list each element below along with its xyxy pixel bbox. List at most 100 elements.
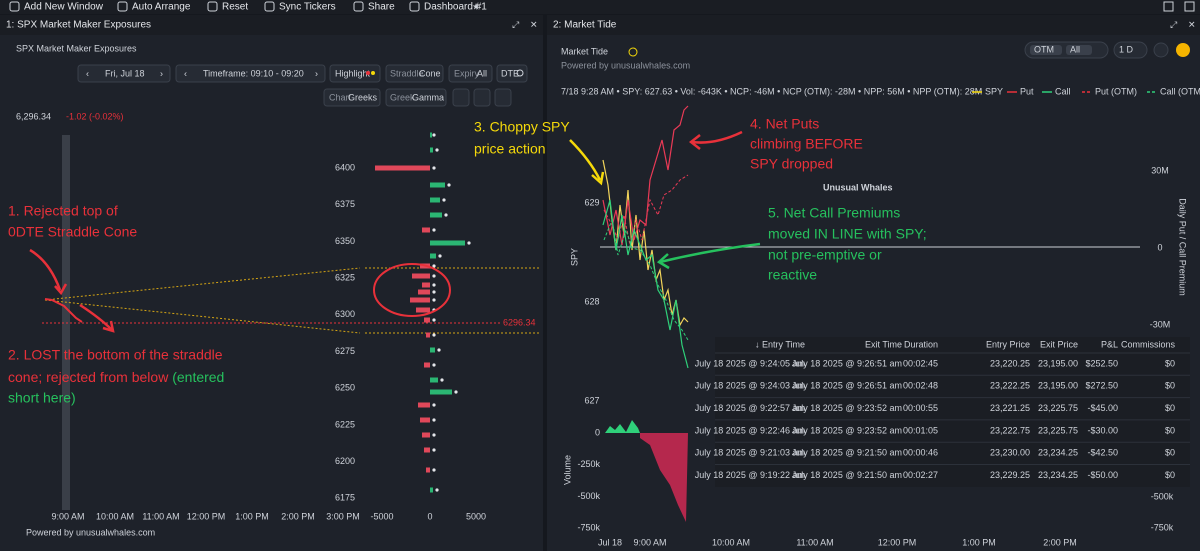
layout-icon[interactable]: [1163, 1, 1174, 12]
left-panel: [0, 15, 543, 551]
annotation-part: cone; rejected from below: [8, 369, 172, 385]
gamma-dot: [432, 318, 436, 322]
info-icon[interactable]: [628, 47, 638, 57]
cell: $252.50: [1085, 358, 1118, 368]
prev[interactable]: ‹: [184, 68, 187, 78]
gamma-bar: [424, 362, 430, 368]
strike-label: 6300: [335, 309, 355, 319]
column-header: P&L: [1101, 339, 1118, 349]
annotation: 1. Rejected top of: [8, 203, 118, 219]
cell: July 18 2025 @ 9:24:05 am: [695, 358, 805, 368]
highlight-button[interactable]: [329, 64, 381, 83]
period-select[interactable]: [1113, 41, 1148, 59]
expand-icon[interactable]: ⤢: [511, 19, 519, 29]
timeframe[interactable]: [175, 64, 326, 83]
cell: July 18 2025 @ 9:21:03 am: [695, 448, 805, 458]
gamma-bar: [418, 402, 430, 408]
toolbar-icon: [117, 1, 128, 12]
icon-button[interactable]: [452, 88, 470, 107]
toolbar-button[interactable]: Sync Tickers: [279, 2, 336, 13]
dte-button[interactable]: [496, 64, 528, 83]
price: 6,296.34: [16, 111, 51, 121]
date-picker[interactable]: [77, 64, 171, 83]
arrow: [691, 130, 743, 144]
legend: SPY Put Call Put (OTM) Call (OTM): [972, 86, 1200, 96]
straddle-label: Straddle: [390, 68, 424, 78]
toolbar-button[interactable]: Share: [368, 2, 395, 13]
expiry-button[interactable]: [448, 64, 493, 83]
annotation: 0DTE Straddle Cone: [8, 224, 137, 240]
period: 1 D: [1119, 44, 1134, 54]
icon-button[interactable]: [1153, 42, 1169, 58]
gamma-dot: [432, 333, 436, 337]
expiry-label: Expiry: [454, 68, 480, 78]
layout-icon[interactable]: [1184, 1, 1195, 12]
toolbar-icon: [353, 1, 364, 12]
gamma-dot: [432, 448, 436, 452]
gamma-bar: [430, 132, 432, 138]
premium-label: 30M: [1151, 165, 1169, 175]
gamma-bar: [430, 253, 436, 259]
toolbar-button[interactable]: Reset: [222, 2, 248, 13]
zoom-in[interactable]: [473, 88, 491, 107]
toolbar-button[interactable]: Dashboard #1: [424, 2, 487, 13]
gamma-dot: [454, 390, 458, 394]
gamma-dot: [432, 228, 436, 232]
toolbar-button[interactable]: Add New Window: [24, 2, 104, 13]
spy-label: 627: [584, 395, 599, 405]
expand-icon[interactable]: ⤢: [1169, 19, 1177, 29]
cone-bottom: [44, 299, 361, 334]
arrowhead: [688, 134, 701, 150]
prev[interactable]: ‹: [86, 68, 89, 78]
chart-label: Chart: [329, 92, 352, 102]
gamma-bar: [412, 273, 430, 279]
panel-title: Market Tide: [561, 46, 608, 56]
greek-button[interactable]: [385, 88, 447, 107]
gamma-dot: [435, 488, 439, 492]
close-icon[interactable]: ✕: [1188, 19, 1196, 29]
chip-label: All: [1070, 44, 1080, 54]
gamma-bar: [422, 282, 430, 288]
time-label: 2:00 PM: [281, 511, 315, 521]
cell: July 18 2025 @ 9:26:51 am: [792, 358, 902, 368]
price-path: [44, 298, 83, 323]
toolbar-button[interactable]: Auto Arrange: [132, 2, 191, 13]
gamma-dot: [432, 274, 436, 278]
next[interactable]: ›: [315, 68, 318, 78]
highlight-circle: [373, 263, 451, 317]
expiry-value: All: [477, 68, 487, 78]
next[interactable]: ›: [160, 68, 163, 78]
cell: 23,225.75: [1038, 403, 1078, 413]
cell: 23,234.25: [1038, 470, 1078, 480]
toolbar-icon: [264, 1, 275, 12]
arrow: [29, 248, 62, 291]
cell: 23,222.75: [990, 425, 1030, 435]
gamma-bar: [430, 377, 438, 383]
cell: -$50.00: [1087, 470, 1118, 480]
cell: July 18 2025 @ 9:21:50 am: [792, 448, 902, 458]
straddle-value: Cone: [419, 68, 441, 78]
chart-button[interactable]: [323, 88, 381, 107]
cell: 23,234.25: [1038, 448, 1078, 458]
close-icon[interactable]: ✕: [530, 19, 538, 29]
strike-label: 6225: [335, 419, 355, 429]
trades-table: [715, 337, 1190, 487]
gamma-bar: [426, 467, 430, 473]
straddle-button[interactable]: [385, 64, 444, 83]
cell: 00:02:48: [903, 381, 938, 391]
put-line: [602, 105, 689, 246]
gamma-bar: [430, 182, 445, 188]
panel-title: SPX Market Maker Exposures: [16, 43, 137, 53]
gamma-bar: [424, 447, 430, 453]
arrow: [569, 139, 602, 181]
gamma-dot: [435, 148, 439, 152]
gamma-bar: [416, 307, 430, 313]
gamma-dot: [432, 298, 436, 302]
zoom-out[interactable]: [494, 88, 512, 107]
chip-label: OTM: [1034, 44, 1054, 54]
cell: July 18 2025 @ 9:26:51 am: [792, 381, 902, 391]
alert-button[interactable]: [1176, 43, 1190, 57]
cell: -$45.00: [1087, 403, 1118, 413]
call-otm-line: [603, 218, 689, 341]
gamma-dot: [432, 166, 436, 170]
